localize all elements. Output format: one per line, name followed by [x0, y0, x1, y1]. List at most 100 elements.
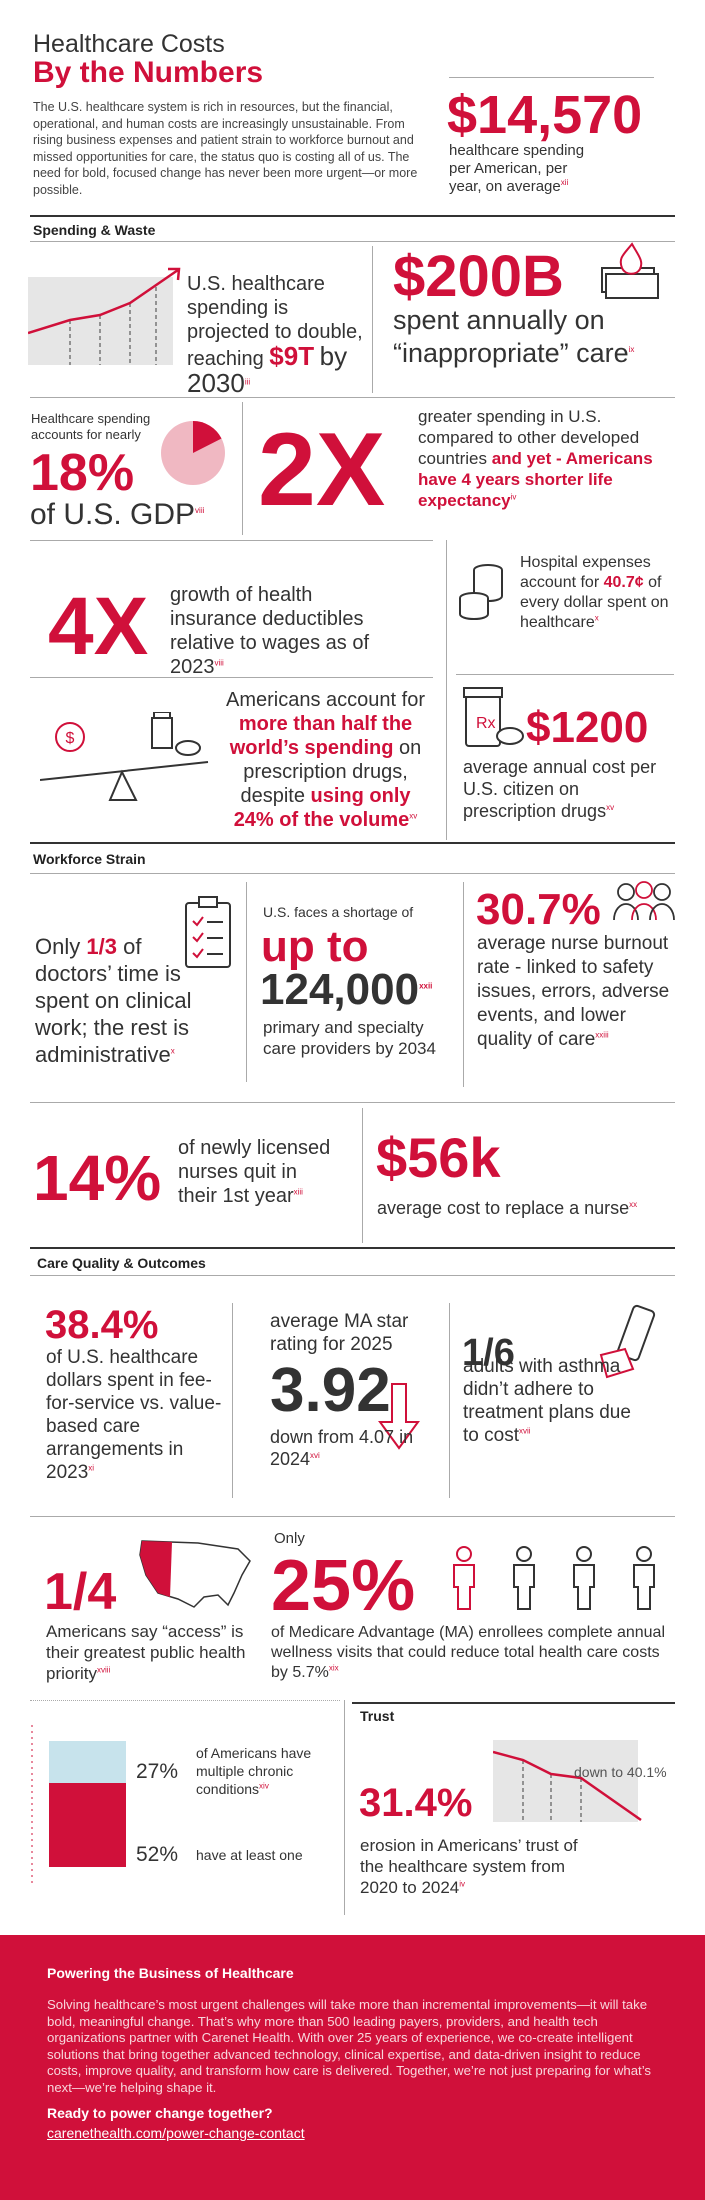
highlight: using only 24% of the volume [233, 785, 411, 831]
divider [30, 677, 433, 678]
stat-value: 31.4% [359, 1781, 473, 1825]
footnote: iv [510, 492, 517, 502]
section-heading: Spending & Waste [33, 222, 156, 238]
annotation: down to 40.1% [574, 1764, 667, 1780]
text: Americans account for [226, 689, 425, 711]
intro: The U.S. healthcare system is rich in re… [33, 100, 418, 197]
stat-text: Americans account for more than half the… [218, 688, 433, 832]
section-heading: Care Quality & Outcomes [37, 1255, 206, 1271]
divider [30, 873, 675, 874]
divider [456, 674, 674, 675]
stat-value: 25% [271, 1546, 416, 1626]
text: Hospital expenses account for [520, 554, 651, 591]
highlight: 40.7¢ [603, 574, 644, 591]
stat-value: 30.7% [476, 885, 601, 934]
footer-heading: Powering the Business of Healthcare [47, 1965, 294, 1981]
footnote: xv [409, 811, 418, 821]
pill-bottle-icon: Rx [463, 687, 524, 747]
seesaw-icon: $ [40, 712, 209, 801]
text: healthcare spending per American, per ye… [449, 142, 585, 195]
divider [446, 540, 447, 840]
stat-text: average cost to replace a nursexx [377, 1198, 637, 1219]
footnote: xii [560, 178, 569, 187]
text: spent annually on “inappropriate” care [393, 305, 629, 368]
pie-icon [161, 421, 225, 485]
footnote: xxii [419, 981, 433, 991]
section-heading: Workforce Strain [33, 851, 146, 867]
divider [30, 842, 675, 844]
stat-text: U.S. faces a shortage of [263, 904, 414, 920]
divider [372, 246, 373, 393]
text: of Medicare Advantage (MA) enrollees com… [271, 1624, 665, 1681]
footnote: iii [244, 377, 251, 387]
us-map-icon [139, 1540, 251, 1608]
text: growth of health insurance deductibles r… [170, 584, 369, 678]
cta: Ready to power change together? [47, 2105, 273, 2121]
stat-text: average nurse burnout rate - linked to s… [477, 932, 672, 1052]
divider [30, 1700, 340, 1701]
divider [30, 1247, 675, 1249]
text: down from 4.07 in 2024 [270, 1427, 414, 1469]
divider [232, 1303, 233, 1498]
divider [449, 1303, 450, 1498]
money-fire-icon [601, 242, 659, 299]
footnote: xviii [97, 1665, 111, 1675]
footnote: xvi [310, 1451, 320, 1460]
divider [30, 241, 675, 242]
highlight: $9T [269, 341, 315, 371]
people-icon [453, 1546, 655, 1610]
svg-text:$: $ [66, 730, 75, 747]
text: by 2030 [187, 341, 348, 398]
stat-value: 1/4 [44, 1563, 117, 1621]
svg-text:Rx: Rx [476, 715, 496, 732]
divider [30, 1516, 675, 1517]
inhaler-icon [599, 1304, 656, 1379]
nurses-icon [613, 881, 675, 921]
footnote: xiii [293, 1187, 303, 1197]
stat-text: Americans say “access” is their greatest… [46, 1621, 251, 1684]
stat-text: of newly licensed nurses quit in their 1… [178, 1136, 333, 1208]
stat-text: Only 1/3 of doctors’ time is spent on cl… [35, 933, 200, 1068]
footnote: xxiii [595, 1030, 609, 1040]
footnote: x [170, 1046, 175, 1056]
cta-link[interactable]: carenethealth.com/power-change-contact [47, 2125, 305, 2141]
stat-value: 2X [258, 412, 386, 528]
divider [30, 1275, 675, 1276]
text: on prescription drugs, despite [240, 737, 422, 807]
footnote: xvii [518, 1426, 531, 1436]
stat-text: healthcare spending per American, per ye… [449, 142, 599, 196]
text: Only [35, 934, 81, 959]
stat-text: primary and specialty care providers by … [263, 1018, 436, 1058]
divider [246, 882, 247, 1082]
stat-text: spent annually on “inappropriate” careix [393, 304, 673, 370]
stat-value: 38.4% [45, 1303, 159, 1347]
footnote: ix [628, 345, 635, 354]
stat-value: $14,570 [447, 85, 643, 145]
text: of doctors’ time is spent on clinical wo… [35, 934, 192, 1067]
stat-value: 4X [48, 581, 149, 672]
text: adults with asthma didn’t adhere to trea… [463, 1356, 631, 1446]
stat-value: 124,000xxii [260, 968, 432, 1012]
value: 124,000 [260, 965, 420, 1014]
stat-text: of U.S. healthcare dollars spent in fee-… [46, 1346, 226, 1484]
stat-text: average MA star rating for 2025 [270, 1311, 409, 1355]
divider [362, 1108, 363, 1243]
clipboard-icon [185, 896, 231, 968]
stat-text: average annual cost per U.S. citizen on … [463, 756, 668, 822]
stat-value: $56k [376, 1126, 501, 1189]
coins-icon [459, 564, 503, 621]
stat-text: of Medicare Advantage (MA) enrollees com… [271, 1623, 676, 1683]
text: average annual cost per U.S. citizen on … [463, 757, 657, 821]
text: U.S. healthcare spending is projected to… [187, 273, 363, 370]
divider [30, 540, 433, 541]
divider [30, 397, 675, 398]
divider [463, 882, 464, 1087]
stat-text: adults with asthma didn’t adhere to trea… [463, 1355, 633, 1447]
stat-text: greater spending in U.S. compared to oth… [418, 406, 673, 511]
divider [30, 1102, 675, 1103]
divider [352, 1702, 675, 1704]
divider [344, 1700, 345, 1915]
stat-text: of U.S. GDPviii [30, 498, 204, 532]
stat-value: $200B [393, 244, 564, 309]
